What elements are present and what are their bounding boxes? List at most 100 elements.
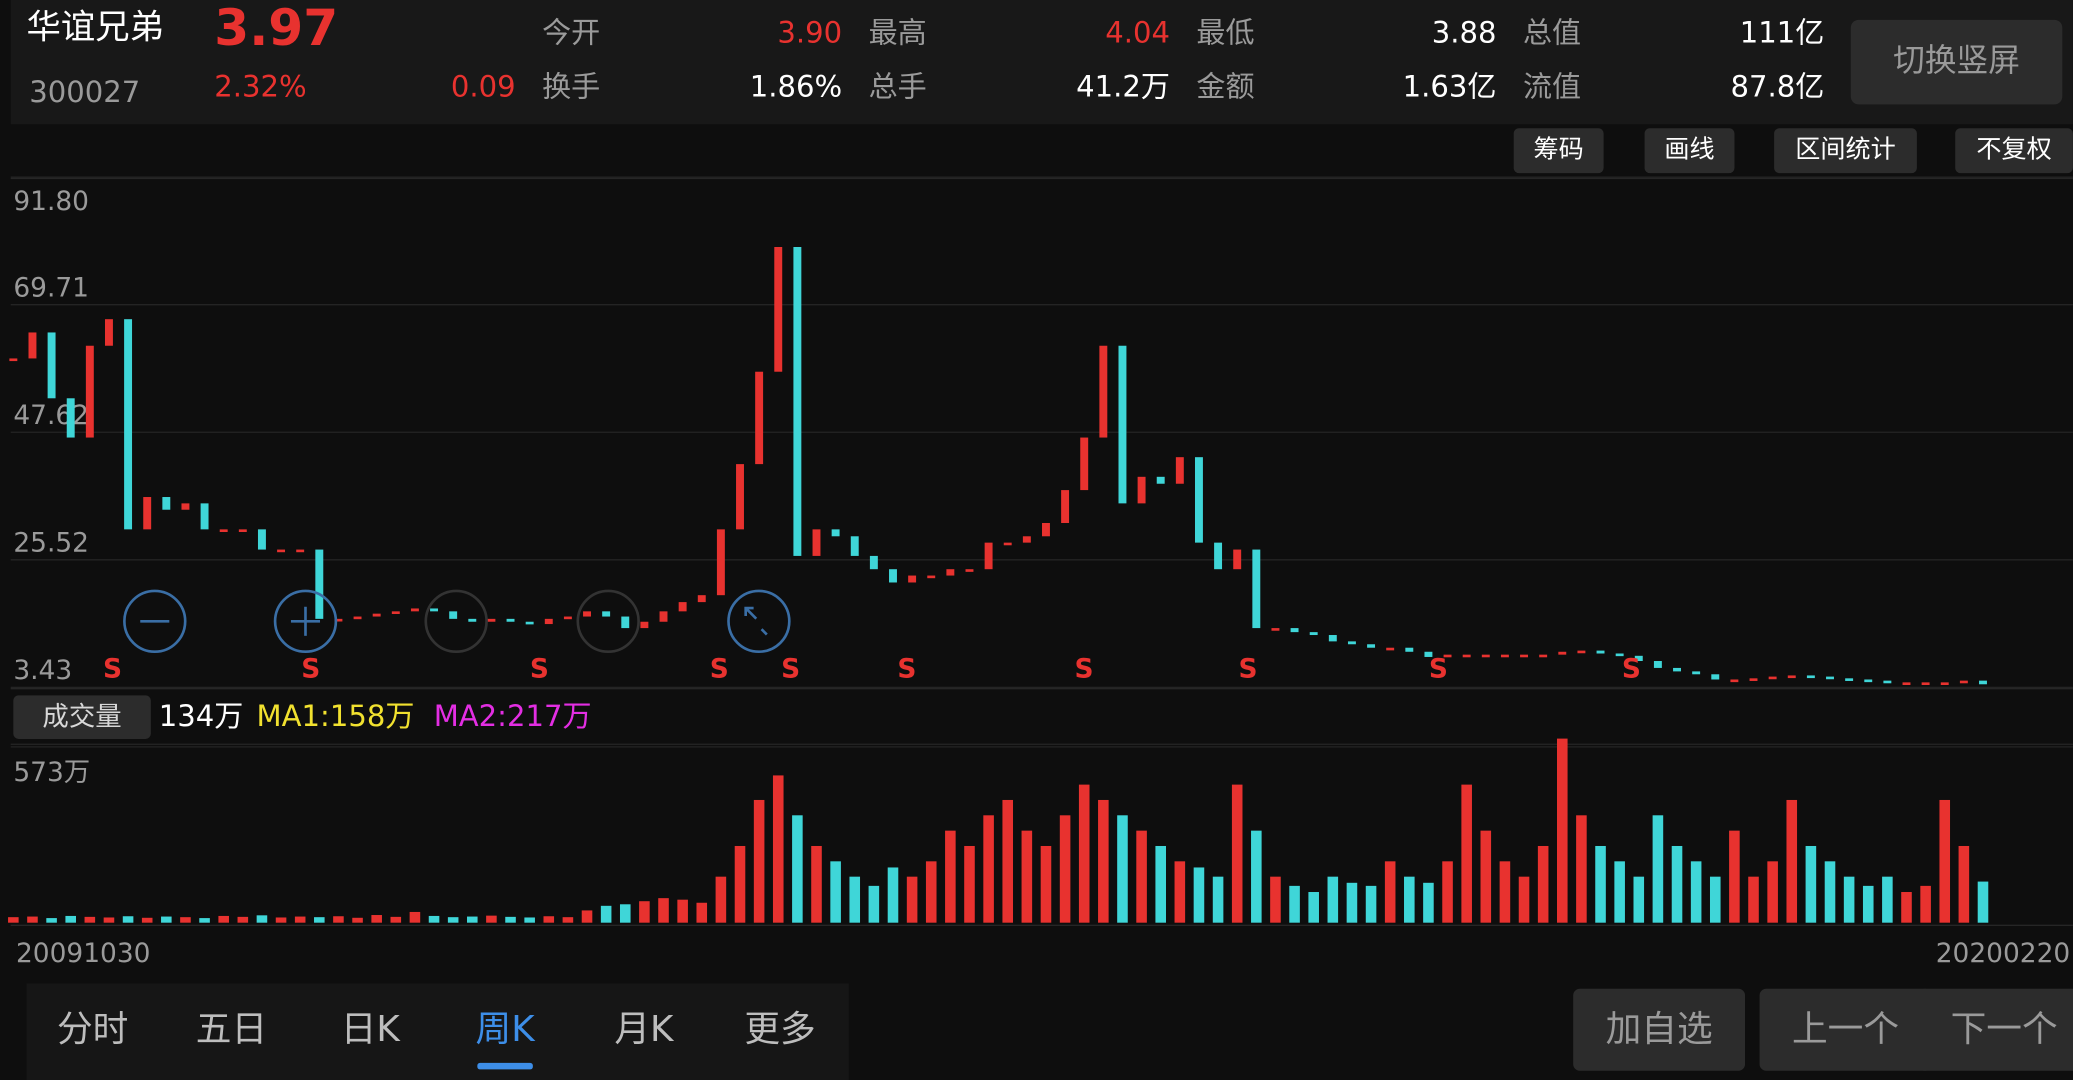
candle [984,542,993,570]
candle [1309,632,1318,636]
switch-label: 切换竖屏 [1893,43,2020,79]
signal: S [530,654,549,685]
volume-bar [1537,845,1549,923]
candle [1711,674,1720,680]
tab[interactable]: 五日 [196,1009,267,1050]
field-value: 41.2万 [1076,70,1170,104]
scroll-right[interactable] [576,589,640,654]
volume-bar [218,915,229,923]
candle [1768,676,1777,680]
volume-button[interactable] [13,695,151,739]
volume-bar [256,915,268,923]
volume-bar [1920,885,1931,923]
tab[interactable]: 分时 [57,1009,128,1050]
candle [487,618,496,622]
volume-bar [8,917,19,923]
volume-bar [677,899,688,923]
volume-bar [1193,867,1205,923]
y-tick-label: 573万 [13,757,90,788]
volume-bar [275,917,287,923]
field-label: 换手 [542,70,600,104]
volume-bar [1805,845,1817,923]
toolbar-label: 筹码 [1534,135,1584,164]
volume-bar [486,915,497,923]
volume-bar [906,876,918,923]
candle [640,621,649,629]
tab[interactable]: 日K [341,1009,402,1050]
candle [678,602,687,612]
quote-header [10,0,2073,125]
action-button[interactable] [1759,988,1932,1071]
tab[interactable]: 更多 [744,1009,815,1050]
volume-bar [1690,861,1702,923]
signal: S [1238,654,1257,685]
stock-name: 华谊兄弟 [27,8,164,48]
y-tick-label: 25.52 [13,527,89,558]
signal: S [1075,654,1094,685]
candle [1615,653,1624,657]
volume-bar [1461,784,1472,923]
candle [793,247,802,556]
tab[interactable]: 月K [614,1009,675,1050]
zoom-in[interactable] [273,589,338,654]
volume-bar [1270,876,1281,923]
volume-ma1: MA1:158万 [257,699,415,733]
candle [1634,655,1643,662]
volume-bar [1021,830,1033,923]
action-label: 加自选 [1606,1009,1713,1050]
scroll-left[interactable] [424,589,488,654]
candle [1921,682,1930,686]
toolbar-button[interactable] [1513,128,1604,174]
candle [143,497,152,530]
volume-bar [1556,738,1568,923]
volume-bar [945,830,956,923]
volume-bar [1442,861,1453,923]
reset-zoom[interactable] [727,589,791,654]
toolbar-label: 画线 [1664,135,1714,164]
field-value: 3.90 [777,15,842,49]
candle [238,529,247,532]
candle [1940,682,1949,686]
field-label: 总值 [1523,15,1581,49]
candle [9,358,18,362]
candle [1443,654,1452,658]
signal: S [710,654,729,685]
candle [1156,476,1165,484]
volume-bar [925,861,937,923]
volume-bar [1595,845,1606,923]
volume-bar [715,876,727,923]
zoom-out[interactable] [123,589,187,654]
candle [1730,679,1739,683]
end-date: 20200220 [1936,938,2070,969]
candle [162,497,171,510]
volume-bar [964,845,975,923]
candle [124,319,133,530]
toolbar-button[interactable] [1644,128,1735,174]
tab[interactable]: 周K [476,1009,537,1050]
change-pct: 2.32% [214,70,306,104]
candle [315,549,324,619]
action-button[interactable] [1918,988,2073,1071]
action-button[interactable] [1573,988,1746,1071]
volume-bar [543,916,555,923]
candle [1233,549,1242,570]
volume-bar [1843,876,1855,923]
candle [736,464,744,530]
stock-price: 3.97 [214,0,338,57]
volume-bar [1614,861,1625,923]
candle [1328,635,1337,642]
toolbar-button[interactable] [1774,128,1917,174]
candle [1347,641,1356,645]
volume-bar [1882,876,1893,923]
toolbar-button[interactable] [1955,128,2073,174]
start-date: 20091030 [16,938,150,969]
switch-button[interactable] [1850,19,2063,105]
candle [1061,490,1070,524]
candle [1252,549,1261,629]
volume-ma2: MA2:217万 [434,699,592,733]
volume-bar [1002,799,1014,923]
volume-bar [1671,845,1683,923]
volume-bar [772,775,784,923]
